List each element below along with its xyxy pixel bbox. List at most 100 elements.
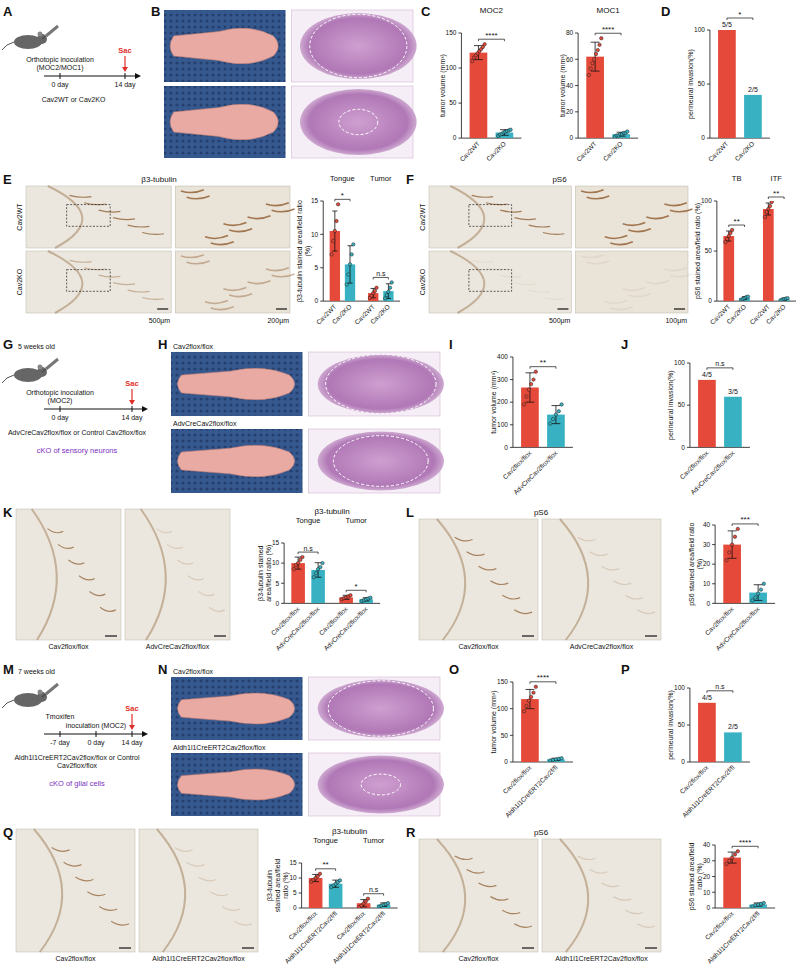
tumor-outline [326, 354, 436, 413]
y-tick-label: 15 [311, 197, 319, 204]
tissue-edge [560, 519, 588, 640]
group-label: ITF [771, 174, 783, 183]
bar-chart: 051015β3-tubulinstained area/fieldratio … [266, 827, 397, 965]
stain [188, 576, 204, 580]
error-bar [526, 689, 535, 708]
col-label: Cav2flox/flox [458, 643, 499, 650]
y-tick [712, 564, 715, 565]
stain [670, 209, 693, 212]
text-line: perineural invasion(%) [687, 49, 695, 119]
bar [723, 858, 741, 908]
y-tick [299, 878, 302, 879]
y-tick [707, 138, 710, 139]
sac-arrow [131, 714, 132, 726]
y-tick-label: 5 [275, 580, 279, 587]
y-axis-title: tumor volume (mm³) [439, 54, 447, 117]
y-tick-label: 50 [678, 401, 686, 408]
error-bar [766, 203, 771, 215]
y-tick [575, 33, 578, 34]
y-axis-title: β3-tubulinstained area/fieldratio (%) [266, 859, 290, 912]
data-point [589, 67, 592, 70]
event-label: inoculation (MOC2) [66, 722, 126, 730]
scale-bar [276, 308, 287, 309]
stain [479, 566, 497, 570]
panel-letter: A [3, 4, 13, 19]
scale-bar [242, 947, 254, 948]
stain [113, 218, 135, 220]
panel-letter: R [406, 825, 416, 840]
bar [698, 703, 716, 762]
y-tick-label: 100 [446, 64, 457, 71]
col-label: Aldh1l1CreERT2Cav2flox/flox [555, 955, 648, 962]
scale-label: 500μm [149, 317, 171, 325]
data-point [534, 685, 537, 688]
text-line: AdvCreCav2flox/flox or Control Cav2flox/… [8, 429, 147, 436]
bar [470, 53, 488, 139]
stain [187, 862, 205, 866]
data-point [529, 695, 532, 698]
x-tick-label: Aldh1l1CreERT2Cav2f/fl [681, 763, 736, 818]
timeline [44, 733, 144, 734]
y-tick [712, 860, 715, 861]
x-tick-label: AdvCreCav2flox/flox [512, 449, 559, 496]
stain [69, 560, 85, 564]
bar-chart: 010203040pS6 stained area/field ratio(%)… [688, 515, 775, 651]
row-label: Cav2KO [16, 268, 23, 295]
stain [52, 847, 70, 851]
group-label: Tumor [345, 516, 367, 525]
y-axis-title: β3-tubulin stained area/field ratio(%) [296, 200, 312, 302]
y-tick [712, 892, 715, 893]
stain [590, 870, 608, 874]
data-point [560, 757, 563, 760]
group-label: Tongue [330, 174, 355, 183]
stain [581, 255, 604, 258]
data-point [534, 370, 537, 373]
error-bar [343, 595, 350, 599]
sac-label: Sac [125, 704, 138, 713]
stain [623, 223, 646, 226]
ihc-image [125, 509, 230, 640]
y-tick-label: 10 [703, 580, 711, 587]
ihc-image [429, 186, 571, 248]
tissue-edge [48, 186, 83, 248]
stain [64, 862, 82, 866]
significance-label: * [341, 191, 344, 200]
data-point [522, 403, 525, 406]
stain [157, 529, 173, 533]
y-tick-label: 20 [703, 560, 711, 567]
zoom-box [469, 270, 512, 292]
stain [128, 225, 150, 227]
data-point [369, 596, 372, 599]
photo [171, 429, 303, 493]
tissue-edge [437, 839, 465, 952]
tissue-edge [560, 839, 588, 952]
stain [514, 218, 535, 220]
stain [223, 223, 246, 226]
stain [543, 233, 564, 235]
stain [248, 216, 271, 219]
data-point [733, 853, 736, 856]
x-tick-label: Aldh1l1CreERT2Cav2f/fl [504, 763, 559, 818]
row-label: Cav2flox/flox [173, 343, 214, 350]
group-label: Tongue [296, 516, 321, 525]
stain [529, 225, 550, 227]
y-tick-label: 0 [706, 600, 710, 607]
data-point [751, 599, 754, 602]
stain [248, 281, 271, 284]
data-point [387, 290, 390, 293]
figure: A0 day14 daySacOrthotopic inoculation(MO… [0, 0, 800, 970]
significance-label: **** [537, 673, 549, 682]
bar-chart: I0100200300400tumor volume (mm³)**Cav2fl… [449, 337, 573, 496]
stain [455, 856, 473, 860]
data-point [331, 239, 334, 242]
stain [467, 870, 485, 874]
stain [602, 883, 620, 887]
stain [128, 290, 150, 292]
tissue-edge [437, 519, 465, 640]
significance-label: ** [734, 217, 740, 226]
stain [70, 195, 92, 197]
stain [587, 261, 610, 264]
stain [610, 242, 633, 245]
bar [698, 380, 716, 447]
stain [581, 190, 604, 193]
